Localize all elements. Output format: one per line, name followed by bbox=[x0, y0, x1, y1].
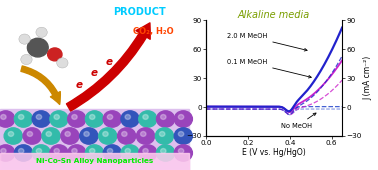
Circle shape bbox=[141, 132, 146, 136]
Circle shape bbox=[36, 27, 47, 37]
Circle shape bbox=[57, 58, 68, 68]
Circle shape bbox=[122, 132, 127, 136]
Circle shape bbox=[90, 115, 95, 119]
Text: e: e bbox=[76, 80, 83, 90]
X-axis label: E (V vs. Hg/HgO): E (V vs. Hg/HgO) bbox=[242, 148, 306, 157]
Circle shape bbox=[160, 132, 165, 136]
Circle shape bbox=[61, 128, 79, 144]
Circle shape bbox=[99, 128, 117, 144]
Circle shape bbox=[143, 115, 148, 119]
Circle shape bbox=[23, 128, 41, 144]
Title: Alkaline media: Alkaline media bbox=[238, 10, 310, 20]
Y-axis label: J (mA cm⁻²): J (mA cm⁻²) bbox=[363, 56, 372, 100]
Text: CO₂, H₂O: CO₂, H₂O bbox=[133, 27, 174, 36]
Circle shape bbox=[103, 132, 108, 136]
Circle shape bbox=[107, 149, 113, 153]
Circle shape bbox=[139, 145, 157, 161]
Circle shape bbox=[48, 48, 62, 61]
Circle shape bbox=[118, 128, 136, 144]
FancyArrowPatch shape bbox=[67, 23, 150, 111]
Circle shape bbox=[0, 145, 15, 161]
Circle shape bbox=[50, 111, 68, 127]
Text: No MeOH: No MeOH bbox=[281, 113, 316, 129]
Circle shape bbox=[107, 115, 113, 119]
Circle shape bbox=[1, 115, 6, 119]
Circle shape bbox=[174, 111, 192, 127]
Bar bbox=[0, 153, 189, 170]
Circle shape bbox=[4, 128, 22, 144]
Circle shape bbox=[90, 149, 95, 153]
Circle shape bbox=[121, 145, 139, 161]
Circle shape bbox=[42, 128, 60, 144]
Circle shape bbox=[1, 149, 6, 153]
Circle shape bbox=[27, 132, 33, 136]
Circle shape bbox=[32, 145, 50, 161]
Circle shape bbox=[136, 128, 155, 144]
Circle shape bbox=[156, 145, 175, 161]
Circle shape bbox=[156, 111, 175, 127]
Circle shape bbox=[72, 149, 77, 153]
Circle shape bbox=[54, 149, 59, 153]
Circle shape bbox=[50, 145, 68, 161]
Circle shape bbox=[178, 132, 184, 136]
Circle shape bbox=[161, 149, 166, 153]
Circle shape bbox=[8, 132, 14, 136]
Circle shape bbox=[80, 128, 98, 144]
Bar bbox=[0, 109, 189, 170]
Circle shape bbox=[85, 111, 104, 127]
Circle shape bbox=[139, 111, 157, 127]
Circle shape bbox=[65, 132, 70, 136]
Text: e: e bbox=[91, 69, 98, 79]
Circle shape bbox=[161, 115, 166, 119]
Circle shape bbox=[143, 149, 148, 153]
Circle shape bbox=[46, 132, 51, 136]
Text: PRODUCT: PRODUCT bbox=[113, 7, 166, 17]
Circle shape bbox=[0, 111, 15, 127]
Circle shape bbox=[72, 115, 77, 119]
Circle shape bbox=[32, 111, 50, 127]
Circle shape bbox=[36, 149, 42, 153]
Circle shape bbox=[14, 145, 33, 161]
Text: 0.1 M MeOH: 0.1 M MeOH bbox=[227, 59, 311, 78]
Circle shape bbox=[68, 145, 86, 161]
Circle shape bbox=[36, 115, 42, 119]
Circle shape bbox=[21, 54, 32, 65]
Text: e: e bbox=[106, 57, 113, 67]
Circle shape bbox=[14, 111, 33, 127]
Circle shape bbox=[28, 38, 48, 57]
FancyArrowPatch shape bbox=[21, 66, 60, 104]
Circle shape bbox=[84, 132, 89, 136]
Circle shape bbox=[125, 149, 130, 153]
Circle shape bbox=[54, 115, 59, 119]
Circle shape bbox=[68, 111, 86, 127]
Circle shape bbox=[103, 111, 121, 127]
Circle shape bbox=[174, 128, 192, 144]
Circle shape bbox=[19, 115, 24, 119]
Circle shape bbox=[103, 145, 121, 161]
Circle shape bbox=[178, 149, 184, 153]
Text: Ni-Co-Sn Alloy Nanoparticles: Ni-Co-Sn Alloy Nanoparticles bbox=[36, 158, 153, 165]
Circle shape bbox=[85, 145, 104, 161]
Circle shape bbox=[155, 128, 174, 144]
Text: 2.0 M MeOH: 2.0 M MeOH bbox=[227, 33, 307, 51]
Circle shape bbox=[178, 115, 184, 119]
Circle shape bbox=[121, 111, 139, 127]
Circle shape bbox=[19, 34, 30, 44]
Circle shape bbox=[174, 145, 192, 161]
Circle shape bbox=[125, 115, 130, 119]
Circle shape bbox=[19, 149, 24, 153]
